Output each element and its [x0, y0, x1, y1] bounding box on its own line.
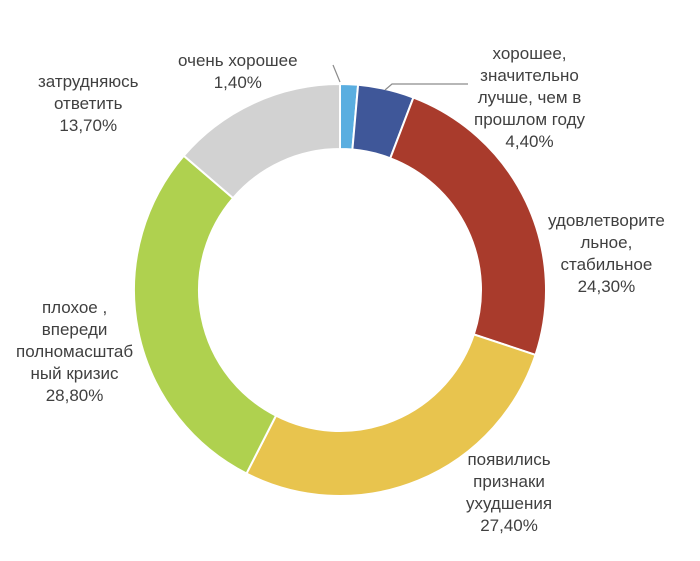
label-bad-value: 28,80% [45, 386, 104, 405]
leader-lines [332, 64, 468, 91]
slice-hard-to-say [182, 82, 341, 200]
label-hard-to-say-line-2: ответить [53, 94, 123, 113]
label-worsening-line-2: признаки [473, 472, 545, 491]
label-bad-line-2: впереди [41, 320, 108, 339]
label-very-good-line-1: очень хорошее [178, 51, 298, 70]
label-bad-line-4: ный кризис [30, 364, 119, 383]
label-bad-line-1: плохое , [41, 298, 108, 317]
label-worsening-line-1: появились [467, 450, 551, 469]
label-hard-to-say-line-1: затрудняюсь [38, 72, 139, 91]
slice-worsening [245, 333, 537, 497]
label-good-value: 4,40% [505, 132, 554, 151]
label-good: хорошее, значительно лучше, чем в прошло… [474, 43, 585, 153]
label-satisfactory-line-1: удовлетворите [548, 211, 665, 230]
label-good-line-2: значительно [480, 66, 579, 85]
label-satisfactory: удовлетворите льное, стабильное 24,30% [548, 210, 665, 298]
label-good-line-3: лучше, чем в [477, 88, 582, 107]
label-very-good: очень хорошее 1,40% [178, 50, 298, 94]
label-bad-line-3: полномасштаб [16, 342, 134, 361]
label-good-line-4: прошлом году [474, 110, 586, 129]
label-satisfactory-line-2: льное, [580, 233, 633, 252]
donut-slices [133, 82, 547, 497]
label-worsening: появились признаки ухудшения 27,40% [466, 449, 552, 537]
leader-line-good [384, 83, 468, 91]
label-bad: плохое , впереди полномасштаб ный кризис… [16, 297, 133, 407]
label-worsening-value: 27,40% [480, 516, 538, 535]
label-good-line-1: хорошее, [492, 44, 567, 63]
label-very-good-value: 1,40% [213, 73, 262, 92]
label-hard-to-say: затрудняюсь ответить 13,70% [38, 71, 138, 137]
label-worsening-line-3: ухудшения [466, 494, 553, 513]
slice-bad [133, 154, 278, 475]
label-hard-to-say-value: 13,70% [59, 116, 118, 135]
leader-line-very-good [332, 64, 341, 83]
label-satisfactory-value: 24,30% [577, 277, 636, 296]
slice-satisfactory [388, 96, 547, 357]
label-satisfactory-line-3: стабильное [560, 255, 653, 274]
